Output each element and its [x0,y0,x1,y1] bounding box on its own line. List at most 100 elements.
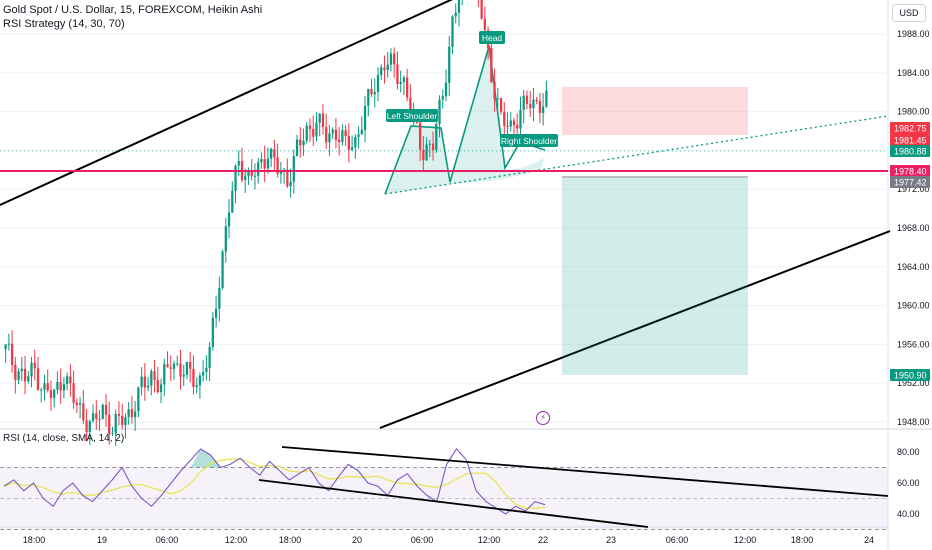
candle[interactable] [444,82,448,97]
candle[interactable] [124,417,127,426]
candle[interactable] [49,390,53,398]
candle[interactable] [46,383,49,391]
candle[interactable] [62,384,66,391]
candle[interactable] [56,381,59,390]
candle[interactable] [457,0,461,13]
candle[interactable] [428,143,431,145]
candle[interactable] [529,103,532,109]
candle[interactable] [312,128,315,137]
candle[interactable] [545,90,548,107]
candle[interactable] [318,113,321,123]
candle[interactable] [234,165,237,191]
candle[interactable] [150,371,153,386]
candle[interactable] [121,415,124,426]
rsi-pane[interactable] [0,446,889,530]
candle[interactable] [380,67,383,76]
candle[interactable] [244,175,247,180]
candle[interactable] [334,129,338,140]
candle[interactable] [166,364,169,368]
pattern-label[interactable]: Right Shoulder [501,136,557,146]
candle[interactable] [542,106,545,113]
candle[interactable] [409,97,412,113]
candle[interactable] [195,385,198,387]
candle[interactable] [263,159,266,169]
candle[interactable] [227,212,231,227]
candle[interactable] [23,368,27,382]
candle[interactable] [383,67,386,71]
candle[interactable] [389,53,393,65]
candle[interactable] [503,111,506,126]
candle[interactable] [33,362,36,369]
candle[interactable] [211,317,214,347]
candle[interactable] [91,413,95,421]
candle[interactable] [451,16,454,47]
candle[interactable] [270,148,273,159]
candle[interactable] [163,364,166,385]
candle[interactable] [40,389,43,391]
candle[interactable] [192,368,195,387]
candle[interactable] [363,105,367,130]
candle[interactable] [146,385,150,388]
candle[interactable] [393,53,396,65]
candle[interactable] [66,376,69,385]
candle[interactable] [509,120,512,127]
pattern-label[interactable]: Head [482,33,503,43]
candle[interactable] [286,169,289,187]
price-label[interactable]: 1982.75 [894,124,927,134]
candle[interactable] [260,159,263,163]
candle[interactable] [331,129,334,134]
candle[interactable] [179,363,182,377]
candle[interactable] [538,101,542,113]
candle[interactable] [127,409,130,418]
candle[interactable] [347,136,350,150]
candle[interactable] [289,181,292,187]
candle[interactable] [143,376,146,388]
candle[interactable] [82,403,85,421]
candle[interactable] [357,134,360,137]
candle[interactable] [422,149,425,161]
candle[interactable] [454,12,457,17]
rsi-line[interactable] [3,447,546,515]
candle[interactable] [176,363,179,365]
candle[interactable] [435,123,438,151]
candle[interactable] [315,122,318,137]
candle[interactable] [88,420,91,433]
candle[interactable] [108,414,111,434]
rsi-legend[interactable]: RSI (14, close, SMA, 14, 2) [3,433,125,444]
candle[interactable] [101,404,104,419]
candle[interactable] [438,99,441,124]
candle[interactable] [376,75,380,93]
candle[interactable] [172,363,176,369]
candle[interactable] [325,127,328,143]
candle[interactable] [266,158,270,169]
candle[interactable] [185,361,189,375]
candle[interactable] [69,376,72,384]
price-label[interactable]: 1950.90 [894,371,927,381]
candle[interactable] [104,404,108,415]
candle[interactable] [305,125,308,141]
candle[interactable] [448,46,451,83]
candle[interactable] [535,99,538,102]
candle[interactable] [299,139,302,146]
candle[interactable] [506,125,509,127]
candle[interactable] [253,175,257,177]
candle[interactable] [308,125,312,129]
candle[interactable] [386,64,389,71]
candle[interactable] [224,226,227,252]
candle[interactable] [169,367,172,369]
candle[interactable] [483,18,486,31]
candle[interactable] [399,81,402,84]
candle[interactable] [247,171,250,176]
candle[interactable] [30,362,33,377]
candle[interactable] [237,160,240,166]
candle[interactable] [406,77,409,98]
candle[interactable] [208,346,211,368]
candle[interactable] [344,130,347,137]
candle[interactable] [425,144,428,161]
price-label[interactable]: 1977.42 [894,178,927,188]
candle[interactable] [341,130,344,143]
candle[interactable] [36,368,40,391]
candle[interactable] [273,148,276,158]
candle[interactable] [360,129,363,135]
